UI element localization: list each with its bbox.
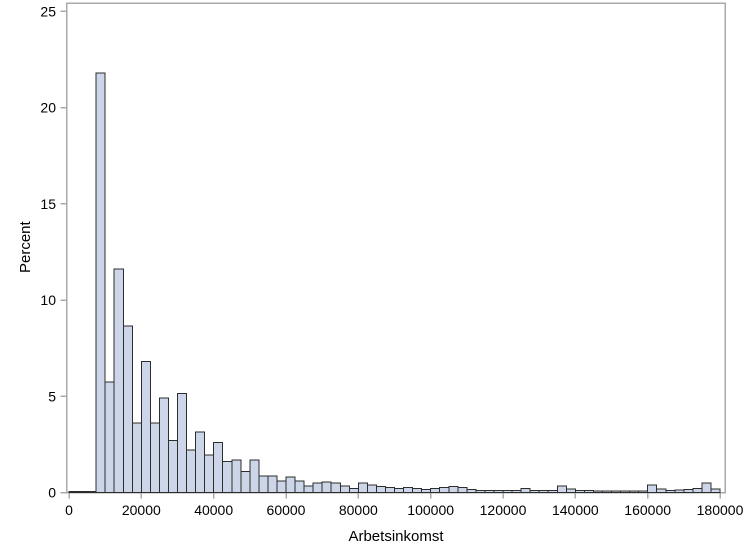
x-tick-label: 180000 <box>697 502 744 518</box>
histogram-bar <box>665 490 676 493</box>
histogram-bar <box>394 488 405 493</box>
y-tick-label: 0 <box>48 485 56 501</box>
x-axis-title: Arbetsinkomst <box>348 528 444 545</box>
histogram-bar <box>620 490 631 494</box>
x-tick-label: 20000 <box>122 502 161 518</box>
histogram-bar <box>167 440 178 493</box>
histogram-bar <box>384 487 396 493</box>
histogram-bar <box>113 268 124 493</box>
histogram-bar <box>484 490 495 493</box>
histogram-bar <box>321 481 332 494</box>
y-tick-label: 5 <box>48 388 56 404</box>
histogram-bar <box>186 449 197 493</box>
histogram-bar <box>502 490 513 493</box>
histogram-bar <box>439 487 450 493</box>
histogram-bar <box>683 489 694 493</box>
histogram-bar <box>511 490 522 493</box>
histogram-bar <box>222 461 233 493</box>
histogram-bar <box>583 490 594 493</box>
histogram-bar <box>285 476 296 493</box>
y-tick-label: 15 <box>40 196 56 212</box>
y-axis-title: Percent <box>17 220 34 273</box>
histogram-bar <box>77 491 88 493</box>
y-tick-label: 20 <box>40 100 56 116</box>
histogram-bar <box>276 480 287 494</box>
x-tick-label: 80000 <box>339 502 378 518</box>
histogram-bar <box>574 490 585 493</box>
histogram-bar <box>601 490 612 494</box>
histogram-bar <box>204 454 215 493</box>
histogram-bar <box>674 489 685 494</box>
histogram-bar <box>403 487 414 493</box>
histogram-bar <box>656 488 667 494</box>
histogram-bar <box>249 459 260 494</box>
histogram-bar <box>122 325 133 493</box>
histogram-bar <box>240 470 251 494</box>
histogram-bar <box>330 482 341 494</box>
histogram-bar <box>213 441 224 493</box>
histogram-bar <box>547 490 558 493</box>
histogram-bar <box>258 475 269 493</box>
histogram-bar <box>457 487 468 493</box>
histogram-bar <box>448 486 459 493</box>
x-tick-label: 120000 <box>480 502 527 518</box>
histogram-bar <box>95 72 106 494</box>
x-tick-label: 100000 <box>407 502 454 518</box>
histogram-bar <box>412 488 423 493</box>
histogram-bar <box>430 488 441 493</box>
histogram-bar <box>538 490 549 493</box>
histogram-bar <box>177 392 188 493</box>
histogram-bar <box>231 459 242 494</box>
histogram-bar <box>366 484 377 494</box>
histogram-bar <box>131 422 142 494</box>
histogram-bar <box>611 490 622 494</box>
x-tick-label: 160000 <box>624 502 671 518</box>
histogram-bar <box>195 431 206 494</box>
histogram-bar <box>592 490 603 494</box>
histogram-bar <box>149 422 160 494</box>
histogram-bar <box>421 489 432 493</box>
histogram-bar <box>339 485 350 494</box>
histogram-bar <box>86 491 97 493</box>
histogram-bar <box>520 488 531 493</box>
histogram-bar <box>647 484 658 494</box>
histogram-bar <box>68 491 79 493</box>
histogram-bar <box>357 482 368 494</box>
histogram-bar <box>375 486 386 493</box>
histogram-bar <box>303 485 314 494</box>
histogram-bar <box>493 490 504 493</box>
histogram-bar <box>348 488 359 493</box>
x-tick-label: 60000 <box>267 502 306 518</box>
histogram-bar <box>556 485 567 494</box>
x-tick-label: 0 <box>65 502 73 518</box>
histogram-bar <box>104 381 115 494</box>
x-tick-label: 140000 <box>552 502 599 518</box>
histogram-bar <box>140 361 151 493</box>
y-tick-label: 25 <box>40 3 56 19</box>
histogram-bar <box>312 482 323 494</box>
histogram-bar <box>638 490 649 494</box>
histogram-bar <box>629 490 640 494</box>
histogram-bar <box>529 490 540 493</box>
histogram-bar <box>466 489 477 493</box>
y-tick-label: 10 <box>40 292 56 308</box>
histogram-bar <box>475 490 486 493</box>
histogram-bar <box>710 488 721 494</box>
histogram-bar <box>701 482 712 494</box>
histogram-bar <box>158 397 169 494</box>
histogram-bar <box>267 475 278 493</box>
x-tick-label: 40000 <box>194 502 233 518</box>
histogram-bar <box>692 488 703 493</box>
histogram-bar <box>294 480 305 494</box>
histogram-bar <box>565 488 576 494</box>
